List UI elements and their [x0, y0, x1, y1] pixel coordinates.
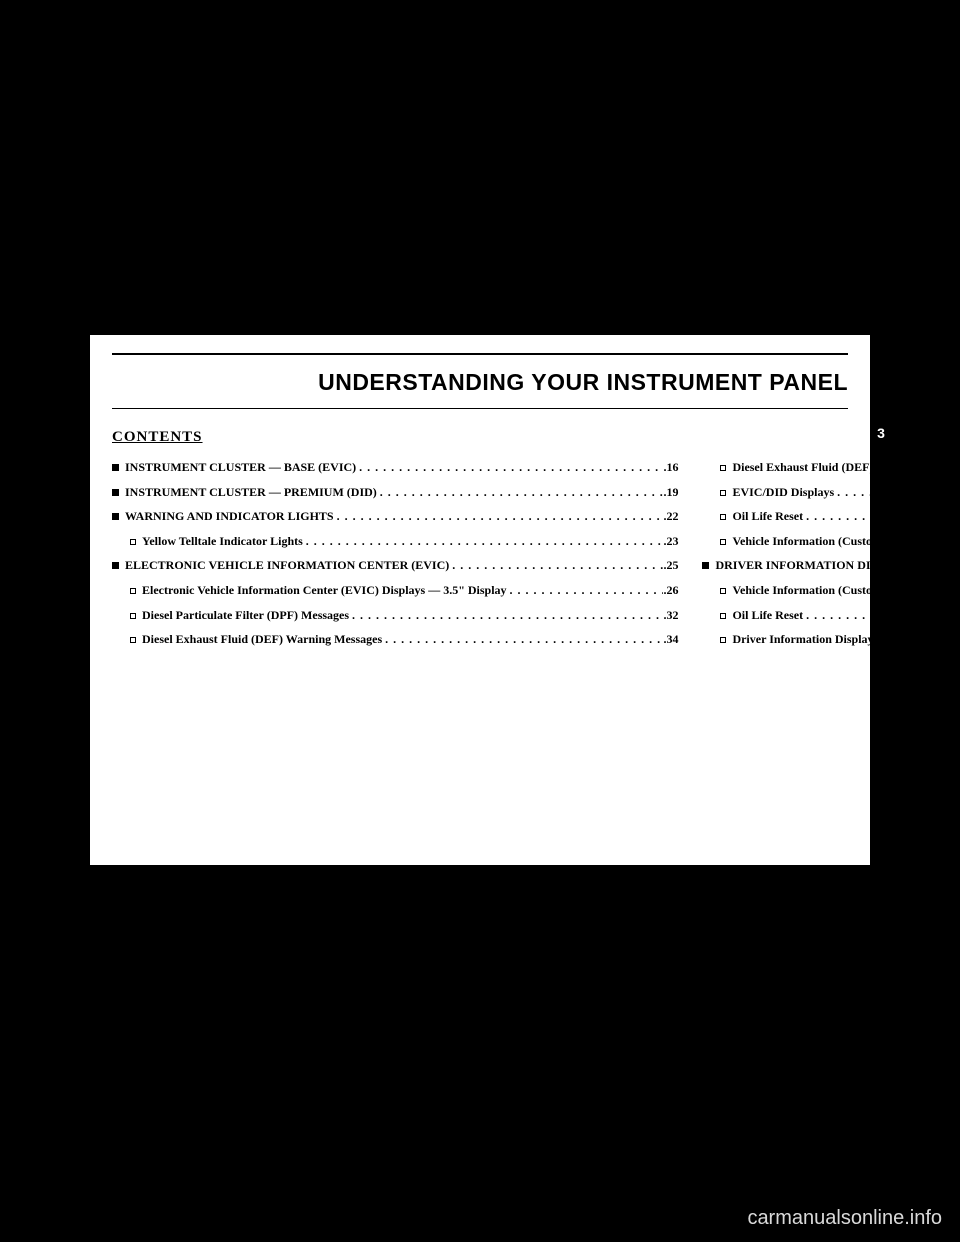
toc-leader — [507, 581, 664, 600]
bullet-open-icon — [720, 465, 726, 471]
toc-entry-text: Diesel Exhaust Fluid (DEF) Fault Warning… — [732, 458, 960, 477]
toc-entry-text: INSTRUMENT CLUSTER — BASE (EVIC) — [125, 458, 356, 477]
chapter-title: UNDERSTANDING YOUR INSTRUMENT PANEL — [112, 369, 848, 396]
toc-entry-text: Yellow Telltale Indicator Lights — [142, 532, 303, 551]
toc-row: Electronic Vehicle Information Center (E… — [112, 581, 678, 600]
bullet-open-icon — [130, 539, 136, 545]
toc-leader — [377, 483, 664, 502]
toc-leader — [349, 606, 663, 625]
toc-entry-text: Driver Information Display (DID) — 7" Di… — [732, 630, 960, 649]
toc-entry-text: EVIC/DID Displays — [732, 483, 834, 502]
bullet-open-icon — [720, 490, 726, 496]
toc-page-number: .34 — [663, 630, 678, 649]
mid-rule — [112, 408, 848, 409]
toc-row: Driver Information Display (DID) — 7" Di… — [702, 630, 960, 649]
toc-entry-text: ELECTRONIC VEHICLE INFORMATION CENTER (E… — [125, 556, 449, 575]
toc-row: INSTRUMENT CLUSTER — BASE (EVIC) .16 — [112, 458, 678, 477]
toc-page-number: .25 — [663, 556, 678, 575]
toc-row: ELECTRONIC VEHICLE INFORMATION CENTER (E… — [112, 556, 678, 575]
bullet-filled-icon — [112, 464, 119, 471]
toc-row: Oil Life Reset.38 — [702, 507, 960, 526]
contents-label: CONTENTS — [112, 429, 848, 446]
top-rule — [112, 353, 848, 355]
toc-page-number: .23 — [663, 532, 678, 551]
toc-entry-text: Electronic Vehicle Information Center (E… — [142, 581, 507, 600]
toc-row: Oil Life Reset.44 — [702, 606, 960, 625]
toc-right-column: Diesel Exhaust Fluid (DEF) Fault Warning… — [702, 458, 960, 655]
toc-page-number: .26 — [663, 581, 678, 600]
toc-entry-text: Vehicle Information (Customer Informatio… — [732, 532, 960, 551]
toc-entry-text: WARNING AND INDICATOR LIGHTS — [125, 507, 334, 526]
toc-entry-text: Vehicle Information (Customer Informatio… — [732, 581, 960, 600]
toc-row: EVIC/DID Displays.37 — [702, 483, 960, 502]
manual-page: UNDERSTANDING YOUR INSTRUMENT PANEL CONT… — [90, 335, 870, 865]
bullet-open-icon — [720, 514, 726, 520]
bullet-filled-icon — [112, 562, 119, 569]
toc-leader — [803, 507, 960, 526]
toc-row: Diesel Particulate Filter (DPF) Messages… — [112, 606, 678, 625]
toc-entry-text: Diesel Particulate Filter (DPF) Messages — [142, 606, 349, 625]
toc-entry-text: INSTRUMENT CLUSTER — PREMIUM (DID) — [125, 483, 377, 502]
toc-leader — [803, 606, 960, 625]
toc-columns: INSTRUMENT CLUSTER — BASE (EVIC).16INSTR… — [112, 458, 848, 655]
toc-page-number: .19 — [663, 483, 678, 502]
toc-leader — [382, 630, 663, 649]
bullet-filled-icon — [112, 489, 119, 496]
toc-leader — [941, 556, 960, 575]
toc-row: INSTRUMENT CLUSTER — PREMIUM (DID) .19 — [112, 483, 678, 502]
toc-leader — [834, 483, 960, 502]
toc-row: Vehicle Information (Customer Informatio… — [702, 581, 960, 600]
section-tab: 3 — [870, 420, 892, 446]
bullet-open-icon — [720, 588, 726, 594]
toc-entry-text: Oil Life Reset — [732, 507, 803, 526]
toc-leader — [356, 458, 663, 477]
toc-row: Diesel Exhaust Fluid (DEF) Warning Messa… — [112, 630, 678, 649]
bullet-open-icon — [720, 613, 726, 619]
watermark: carmanualsonline.info — [747, 1207, 942, 1230]
toc-entry-text: Oil Life Reset — [732, 606, 803, 625]
toc-row: Yellow Telltale Indicator Lights .23 — [112, 532, 678, 551]
bullet-filled-icon — [112, 513, 119, 520]
bullet-open-icon — [130, 588, 136, 594]
bullet-open-icon — [130, 613, 136, 619]
toc-leader — [449, 556, 663, 575]
toc-page-number: .16 — [663, 458, 678, 477]
toc-left-column: INSTRUMENT CLUSTER — BASE (EVIC).16INSTR… — [112, 458, 678, 655]
toc-entry-text: DRIVER INFORMATION DISPLAY (DID) — [715, 556, 941, 575]
toc-page-number: .32 — [663, 606, 678, 625]
toc-leader — [334, 507, 664, 526]
bullet-open-icon — [130, 637, 136, 643]
bullet-open-icon — [720, 539, 726, 545]
bullet-open-icon — [720, 637, 726, 643]
toc-row: WARNING AND INDICATOR LIGHTS .22 — [112, 507, 678, 526]
toc-row: DRIVER INFORMATION DISPLAY (DID).41 — [702, 556, 960, 575]
toc-leader — [303, 532, 664, 551]
bullet-filled-icon — [702, 562, 709, 569]
toc-entry-text: Diesel Exhaust Fluid (DEF) Warning Messa… — [142, 630, 382, 649]
toc-row: Vehicle Information (Customer Informatio… — [702, 532, 960, 551]
toc-row: Diesel Exhaust Fluid (DEF) Fault Warning… — [702, 458, 960, 477]
toc-page-number: .22 — [663, 507, 678, 526]
